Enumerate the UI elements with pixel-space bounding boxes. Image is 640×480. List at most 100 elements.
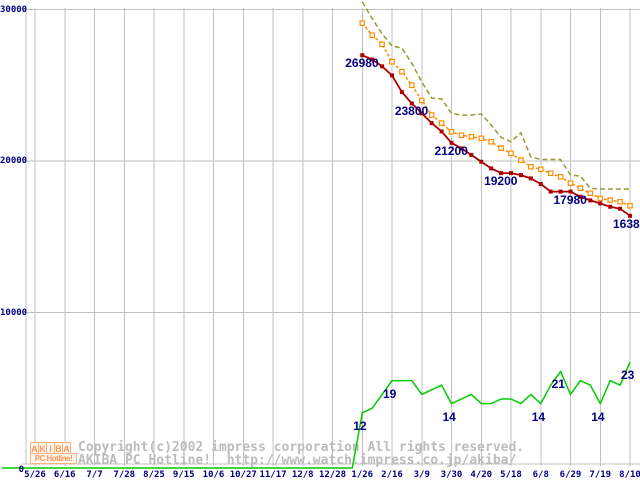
price-annotation: 19200 xyxy=(484,174,518,189)
x-axis-tick-label: 2/16 xyxy=(381,470,403,480)
lowest_price-marker xyxy=(608,204,613,209)
lowest_price-marker xyxy=(429,121,434,126)
price-annotation: 16380 xyxy=(613,216,640,231)
average_price-marker xyxy=(547,170,554,177)
average_price-marker xyxy=(379,41,385,48)
x-axis-tick-label: 12/8 xyxy=(291,470,314,480)
x-axis-tick-label: 7/19 xyxy=(589,470,612,480)
average_price-marker xyxy=(498,145,504,152)
average_price-marker xyxy=(389,58,395,65)
price-annotation: 17980 xyxy=(553,192,587,207)
lowest_price-marker xyxy=(390,73,394,78)
site-url-watermark: AKIBA PC Hotline! http://www.watch.impre… xyxy=(78,453,517,468)
average_price-marker xyxy=(478,135,485,142)
x-axis-tick-label: 8/25 xyxy=(143,470,165,480)
average_price-marker xyxy=(597,195,604,202)
y-axis-tick-label: 30000 xyxy=(0,4,28,15)
lowest_price-marker xyxy=(479,159,484,164)
lowest_price-marker xyxy=(518,173,523,178)
average_price-marker xyxy=(409,82,415,89)
x-axis-tick-label: 5/18 xyxy=(500,470,522,480)
average_price-marker xyxy=(607,197,613,203)
price-annotation: 23800 xyxy=(394,104,429,119)
logo-subtitle: PC Hotline! xyxy=(30,453,77,464)
x-axis-tick-label: 9/15 xyxy=(172,470,195,480)
x-axis-tick-label: 10/6 xyxy=(202,470,225,480)
lowest_price-marker xyxy=(598,201,603,206)
price-annotation: 21200 xyxy=(434,143,468,158)
average_price-marker xyxy=(399,68,405,75)
shop-count-annotation: 21 xyxy=(551,377,565,392)
average_price-marker xyxy=(577,185,584,192)
x-axis-tick-label: 10/27 xyxy=(229,470,257,480)
y-axis-tick-label: 20000 xyxy=(0,156,28,166)
x-axis-tick-label: 12/28 xyxy=(318,470,347,480)
average_price-marker xyxy=(537,166,544,173)
x-axis-tick-label: 5/26 xyxy=(24,470,46,480)
x-axis-tick-label: 6/16 xyxy=(53,470,76,480)
average_price-marker xyxy=(567,180,574,186)
average_price-marker xyxy=(369,32,375,39)
average_price-marker xyxy=(617,198,623,205)
lowest_price-marker xyxy=(469,152,474,157)
average_price-marker xyxy=(528,163,534,170)
x-axis-tick-label: 6/29 xyxy=(559,470,582,480)
shop-count-annotation: 12 xyxy=(353,418,367,433)
x-axis-tick-label: 3/9 xyxy=(413,470,430,480)
lowest_price-marker xyxy=(578,194,583,199)
average_price-marker xyxy=(458,132,465,139)
shop-count-annotation: 19 xyxy=(383,386,397,401)
average_price-marker xyxy=(359,20,366,26)
shop-count-annotation: 14 xyxy=(531,409,546,424)
price-annotation: 26980 xyxy=(345,56,379,71)
shop-count-annotation: 14 xyxy=(442,409,456,424)
average_price-marker xyxy=(518,157,524,163)
lowest_price-marker xyxy=(528,176,533,181)
average_price-marker xyxy=(627,202,633,209)
lowest_price-marker xyxy=(538,182,543,187)
lowest_price-marker xyxy=(489,166,494,171)
lowest_price-marker xyxy=(449,140,454,145)
lowest_price-marker xyxy=(548,189,553,194)
average_price-marker xyxy=(448,128,455,135)
x-axis-tick-label: 7/28 xyxy=(113,470,136,480)
lowest_price-marker xyxy=(499,171,504,176)
x-axis-tick-label: 6/8 xyxy=(532,470,549,480)
average_price-marker xyxy=(508,150,514,157)
shop-count-annotation: 14 xyxy=(591,409,605,424)
lowest_price-marker xyxy=(399,90,404,95)
y-axis-tick-label: 10000 xyxy=(0,307,28,318)
lowest_price-marker xyxy=(568,189,573,194)
highest_price-line xyxy=(361,1,630,190)
lowest_price-marker xyxy=(360,53,365,58)
lowest_price-marker xyxy=(409,101,414,106)
shop_count-line xyxy=(2,361,631,469)
x-axis-tick-label: 3/30 xyxy=(440,470,463,480)
lowest_price-marker xyxy=(558,189,563,194)
lowest_price-marker xyxy=(588,198,593,203)
average_price-marker xyxy=(488,138,494,145)
average_price-marker xyxy=(418,97,425,104)
x-axis-tick-label: 1/26 xyxy=(351,470,374,480)
lowest_price-line xyxy=(361,54,631,217)
x-axis-tick-label: 8/10 xyxy=(619,470,640,480)
lowest_price-marker xyxy=(380,64,385,69)
lowest_price-marker xyxy=(370,57,375,62)
average_price-marker xyxy=(587,190,594,197)
average_price-marker xyxy=(557,173,564,180)
lowest_price-marker xyxy=(509,171,513,176)
average_price-marker xyxy=(428,112,435,118)
lowest_price-marker xyxy=(459,146,464,151)
x-axis-tick-label: 7/7 xyxy=(86,470,103,480)
lowest_price-marker xyxy=(618,206,623,211)
average_price-marker xyxy=(438,120,445,126)
y-axis-tick-label: 0 xyxy=(18,465,24,475)
average_price-line xyxy=(361,22,631,207)
x-axis-tick-label: 4/20 xyxy=(470,470,493,480)
x-axis-tick-label: 11/17 xyxy=(259,470,287,480)
lowest_price-marker xyxy=(439,129,444,134)
